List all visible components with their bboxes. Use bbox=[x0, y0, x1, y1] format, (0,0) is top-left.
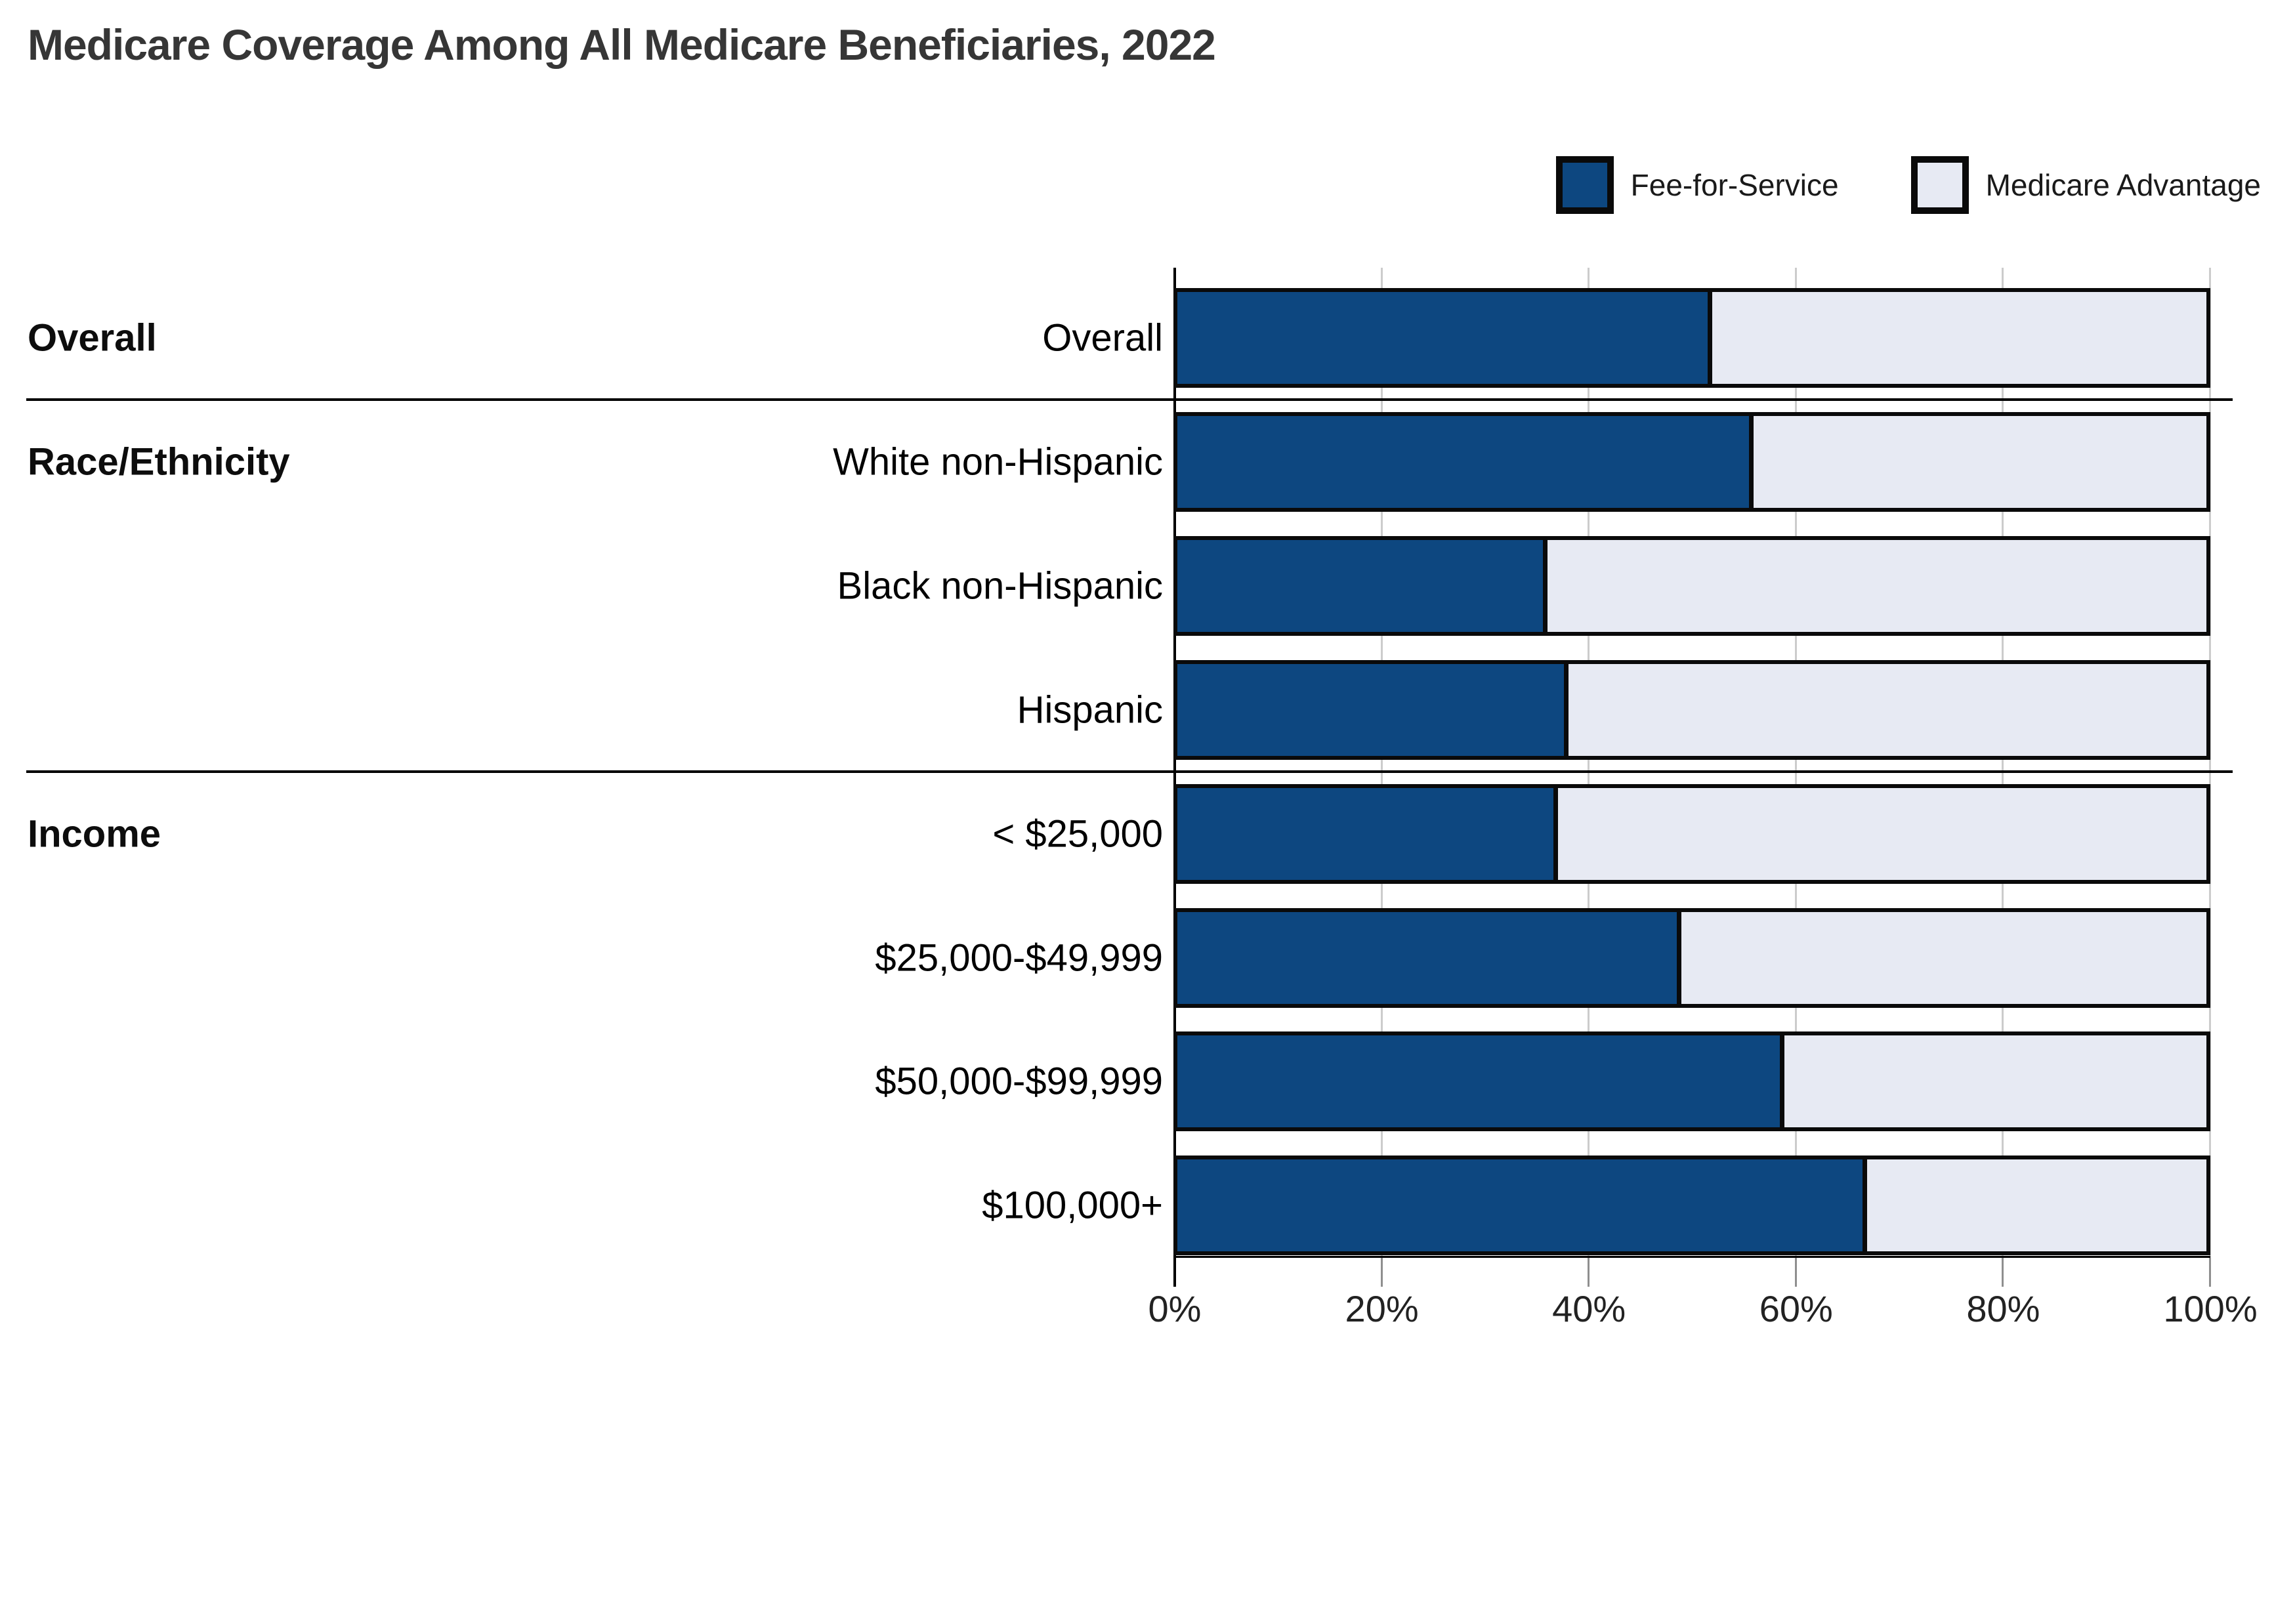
x-tick-80 bbox=[2002, 1258, 2004, 1287]
gridline-100 bbox=[2209, 268, 2211, 1258]
bar-segment-fee-for-service-white-non-hispanic bbox=[1177, 415, 1754, 508]
bar-white-non-hispanic bbox=[1173, 411, 2210, 512]
bar-black-non-hispanic bbox=[1173, 535, 2210, 636]
section-label-overall: Overall bbox=[28, 316, 157, 360]
bar-overall bbox=[1173, 288, 2210, 388]
legend-swatch-medicare-advantage bbox=[1910, 156, 1969, 214]
legend: Fee-for-Service Medicare Advantage bbox=[1555, 156, 2261, 214]
bar-50-000-99-999 bbox=[1173, 1031, 2210, 1132]
bar-100-000 bbox=[1173, 1156, 2210, 1256]
x-tick-label-20: 20% bbox=[1345, 1288, 1419, 1329]
x-tick-label-80: 80% bbox=[1966, 1288, 2040, 1329]
bar-25-000-49-999 bbox=[1173, 907, 2210, 1008]
y-axis-line bbox=[1173, 268, 1176, 1287]
row-label-25-000: < $25,000 bbox=[992, 812, 1163, 856]
section-label-race-ethnicity: Race/Ethnicity bbox=[28, 440, 290, 484]
bar-segment-fee-for-service-50-000-99-999 bbox=[1177, 1035, 1785, 1128]
row-label-black-non-hispanic: Black non-Hispanic bbox=[837, 564, 1163, 608]
row-label-100-000: $100,000+ bbox=[982, 1184, 1163, 1227]
bar-segment-fee-for-service-100-000 bbox=[1177, 1159, 1867, 1252]
gridline-20 bbox=[1380, 268, 1383, 1258]
row-label-overall: Overall bbox=[1042, 316, 1163, 360]
bar-hispanic bbox=[1173, 659, 2210, 760]
row-label-50-000-99-999: $50,000-$99,999 bbox=[875, 1060, 1163, 1103]
legend-swatch-fee-for-service bbox=[1555, 156, 1614, 214]
gridline-40 bbox=[1588, 268, 1590, 1258]
chart-title: Medicare Coverage Among All Medicare Ben… bbox=[28, 20, 1216, 69]
x-tick-100 bbox=[2209, 1258, 2211, 1287]
section-separator bbox=[26, 770, 2233, 773]
bar-segment-fee-for-service-overall bbox=[1177, 292, 1713, 384]
x-tick-label-0: 0% bbox=[1148, 1288, 1202, 1329]
x-tick-20 bbox=[1380, 1258, 1383, 1287]
bar-segment-fee-for-service-25-000 bbox=[1177, 787, 1559, 880]
x-tick-label-60: 60% bbox=[1759, 1288, 1833, 1329]
legend-label-medicare-advantage: Medicare Advantage bbox=[1985, 168, 2261, 202]
bar-segment-fee-for-service-hispanic bbox=[1177, 663, 1569, 756]
row-label-25-000-49-999: $25,000-$49,999 bbox=[875, 936, 1163, 979]
row-label-hispanic: Hispanic bbox=[1017, 688, 1163, 732]
x-tick-label-40: 40% bbox=[1552, 1288, 1626, 1329]
row-label-white-non-hispanic: White non-Hispanic bbox=[833, 440, 1163, 484]
x-axis-line bbox=[1173, 1256, 2210, 1258]
gridline-60 bbox=[1794, 268, 1797, 1258]
bar-segment-fee-for-service-black-non-hispanic bbox=[1177, 539, 1548, 632]
bar-segment-fee-for-service-25-000-49-999 bbox=[1177, 911, 1682, 1004]
legend-item-medicare-advantage: Medicare Advantage bbox=[1910, 156, 2261, 214]
x-tick-40 bbox=[1588, 1258, 1590, 1287]
x-tick-label-100: 100% bbox=[2163, 1288, 2258, 1329]
x-tick-60 bbox=[1794, 1258, 1797, 1287]
legend-item-fee-for-service: Fee-for-Service bbox=[1555, 156, 1839, 214]
bar-25-000 bbox=[1173, 783, 2210, 884]
section-label-income: Income bbox=[28, 812, 161, 856]
section-separator bbox=[26, 398, 2233, 401]
legend-label-fee-for-service: Fee-for-Service bbox=[1630, 168, 1839, 202]
gridline-80 bbox=[2002, 268, 2004, 1258]
